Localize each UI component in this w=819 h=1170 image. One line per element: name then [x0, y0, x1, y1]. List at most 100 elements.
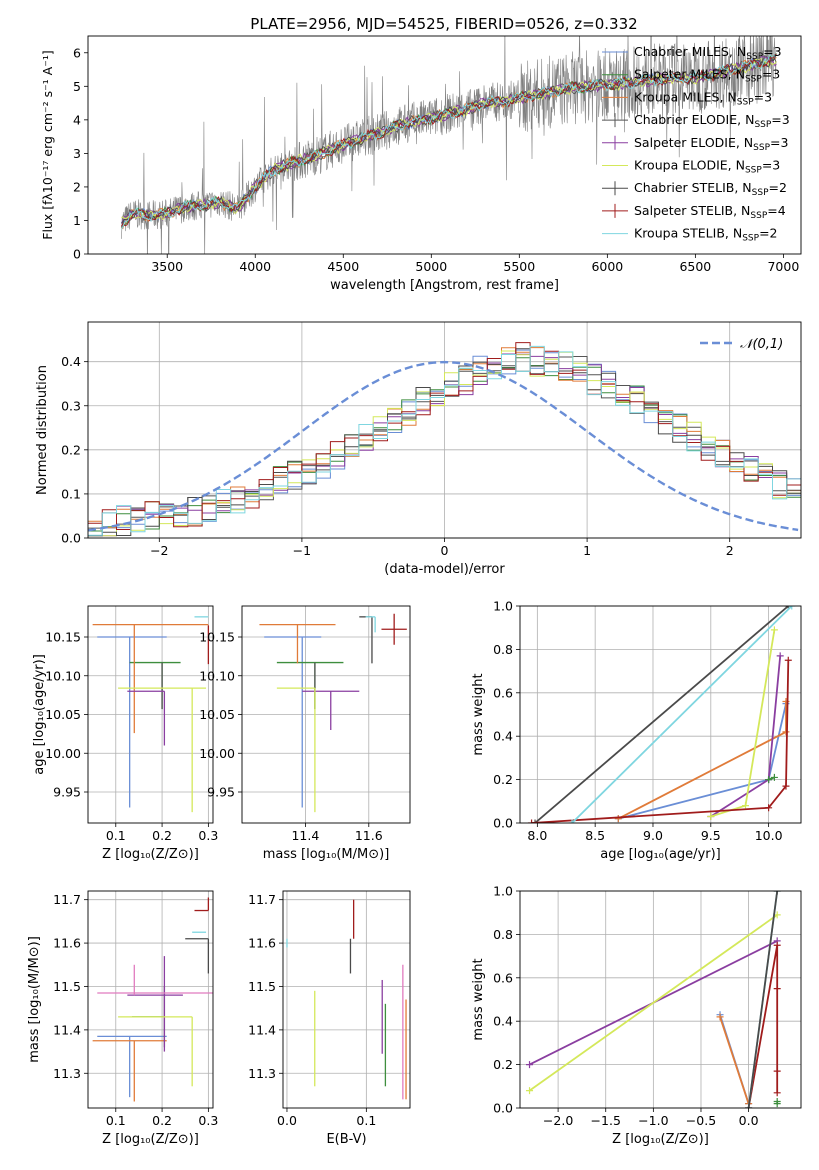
weight-series-kroupa-stelib	[568, 606, 796, 823]
x-tick-label: −1	[293, 543, 311, 558]
y-tick-label: 9.95	[207, 785, 235, 800]
plot-area	[286, 899, 407, 1100]
panel-weight_vs_Z: −2.0 −1.5 −1.0 −0.5 0.0 0.0 0.2 0.4 0.6 0.8 1.0 Z […	[471, 884, 802, 1147]
y-tick-label: 3	[73, 146, 81, 161]
y-tick-label: 10.00	[199, 746, 235, 761]
y-tick-label: 10.10	[199, 668, 235, 683]
errorbar-kroupa-miles	[92, 1040, 167, 1102]
plot-area	[88, 342, 801, 537]
y-axis-label: Normed distribution	[35, 365, 50, 495]
y-tick-label: 4	[73, 112, 81, 127]
axes-frame	[519, 605, 802, 824]
legend-label: Salpeter MILES, NSSP=3	[634, 67, 780, 85]
x-tick-label: 11.4	[291, 828, 319, 843]
weight-line	[571, 606, 793, 823]
axes-frame	[241, 605, 411, 824]
y-tick-label: 11.4	[53, 1022, 81, 1037]
errorbar-kroupa-stelib	[365, 616, 376, 633]
errorbar-chabrier-miles	[97, 636, 167, 808]
x-tick-label: 0.1	[356, 1113, 376, 1128]
x-tick-label: 0.0	[277, 1113, 297, 1128]
figure-title: PLATE=2956, MJD=54525, FIBERID=0526, z=0…	[250, 15, 637, 33]
y-tick-label: 11.5	[248, 979, 276, 994]
x-axis-label: Z [log₁₀(Z/Z⊙)]	[102, 1132, 199, 1147]
y-tick-label: 0.2	[493, 772, 513, 787]
weight-series-kroupa-elodie	[707, 626, 778, 820]
y-tick-label: 9.95	[53, 785, 81, 800]
errorbar-salpeter-elodie	[302, 690, 360, 730]
weight-marker	[776, 652, 784, 660]
panel-age_vs_Z: 0.1 0.2 0.3 9.95 10.00 10.05 10.10 10.15 Z [log₁…	[32, 605, 218, 862]
weight-line	[747, 891, 779, 1108]
axes-frame	[282, 890, 411, 1109]
plot-area	[259, 613, 407, 813]
x-tick-label: 0.1	[106, 1113, 126, 1128]
y-tick-label: 6	[73, 45, 81, 60]
x-tick-label: 1	[583, 543, 591, 558]
weight-marker	[773, 941, 781, 949]
y-tick-label: 10.15	[199, 630, 235, 645]
errorbar-kroupa-elodie	[118, 687, 207, 813]
x-tick-label: 3500	[151, 259, 183, 274]
weight-line	[710, 629, 776, 818]
y-tick-label: 11.5	[53, 979, 81, 994]
panel-mass_vs_Z: 0.1 0.2 0.3 11.3 11.4 11.5 11.6 11.7 Z [log₁₀(Z/…	[27, 890, 218, 1147]
weight-line	[528, 914, 778, 1092]
weight-series-kroupa-miles	[614, 697, 790, 823]
weight-marker	[782, 728, 790, 736]
x-tick-label: 11.6	[355, 828, 383, 843]
y-axis-label: mass [log₁₀(M/M⊙)]	[27, 936, 42, 1063]
x-tick-label: 0.3	[198, 828, 218, 843]
weight-line	[719, 1016, 750, 1104]
weight-series-salpeter-stelib	[745, 941, 781, 1108]
x-axis-label: (data-model)/error	[384, 562, 505, 577]
y-tick-label: 0.4	[493, 729, 513, 744]
legend-label: 𝒩(0,1)	[740, 337, 783, 352]
x-axis-label: Z [log₁₀(Z/Z⊙)]	[612, 1132, 709, 1147]
x-tick-label: 4500	[327, 259, 359, 274]
x-tick-label: −1.0	[638, 1113, 668, 1128]
y-tick-label: 5	[73, 79, 81, 94]
weight-marker	[782, 782, 790, 790]
axes-frame	[87, 605, 214, 824]
legend-label: Kroupa MILES, NSSP=3	[634, 89, 772, 107]
y-axis-label: Flux [fλ10⁻¹⁷ erg cm⁻² s⁻¹ A⁻¹]	[40, 50, 55, 239]
x-tick-label: 0.2	[152, 828, 172, 843]
x-tick-label: −2.0	[543, 1113, 573, 1128]
errorbar-salpeter-elodie	[127, 956, 183, 1052]
weight-marker	[614, 815, 622, 823]
x-tick-label: 9.0	[643, 828, 663, 843]
hist-kroupa-stelib	[88, 345, 801, 536]
weight-marker	[707, 812, 715, 820]
weight-series-salpeter-miles	[773, 1097, 781, 1108]
x-tick-label: −0.5	[686, 1113, 716, 1128]
weight-line	[531, 660, 790, 823]
panel-mass_vs_EBV: 0.0 0.1 11.3 11.4 11.5 11.6 11.7 E(B-V)	[248, 890, 411, 1147]
weight-marker	[568, 819, 576, 823]
weight-marker	[531, 819, 539, 823]
x-tick-label: 8.0	[527, 828, 547, 843]
panel-weight_vs_age: 8.0 8.5 9.0 9.5 10.0 0.0 0.2 0.4 0.6 0.8 1.0 age [l…	[471, 599, 802, 862]
x-axis-label: age [log₁₀(age/yr)]	[600, 847, 721, 862]
panel-age_vs_mass: 11.4 11.6 9.95 10.00 10.05 10.10 10.15 mass [lo…	[199, 605, 411, 862]
legend-label: Kroupa STELIB, NSSP=2	[634, 226, 778, 244]
weight-marker	[716, 1013, 724, 1021]
weight-marker	[773, 1067, 781, 1075]
y-tick-label: 10.00	[45, 746, 81, 761]
legend-label: Chabrier ELODIE, NSSP=3	[634, 112, 790, 130]
x-tick-label: 10.0	[755, 828, 783, 843]
y-tick-label: 11.7	[53, 892, 81, 907]
weight-series-chabrier-stelib	[745, 891, 781, 1108]
weight-marker	[773, 1097, 781, 1105]
model-salpeter-stelib	[121, 53, 777, 227]
axes-frame	[87, 321, 802, 539]
x-tick-label: −1.5	[591, 1113, 621, 1128]
model-kroupa-stelib	[121, 54, 777, 230]
legend-label: Chabrier MILES, NSSP=3	[634, 44, 782, 62]
errorbar-kroupa-elodie	[276, 687, 316, 813]
weight-series-salpeter-stelib	[528, 656, 792, 823]
weight-line	[617, 701, 787, 820]
legend-label: Salpeter ELODIE, NSSP=3	[634, 135, 788, 153]
legend-label: Chabrier STELIB, NSSP=2	[634, 180, 787, 198]
